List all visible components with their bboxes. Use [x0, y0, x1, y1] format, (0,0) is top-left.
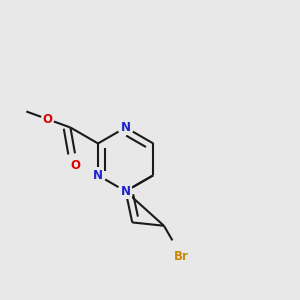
- Text: N: N: [121, 121, 130, 134]
- Text: O: O: [70, 159, 80, 172]
- Text: Br: Br: [174, 250, 189, 263]
- Text: O: O: [43, 113, 52, 126]
- Text: N: N: [93, 169, 103, 182]
- Text: N: N: [121, 185, 130, 198]
